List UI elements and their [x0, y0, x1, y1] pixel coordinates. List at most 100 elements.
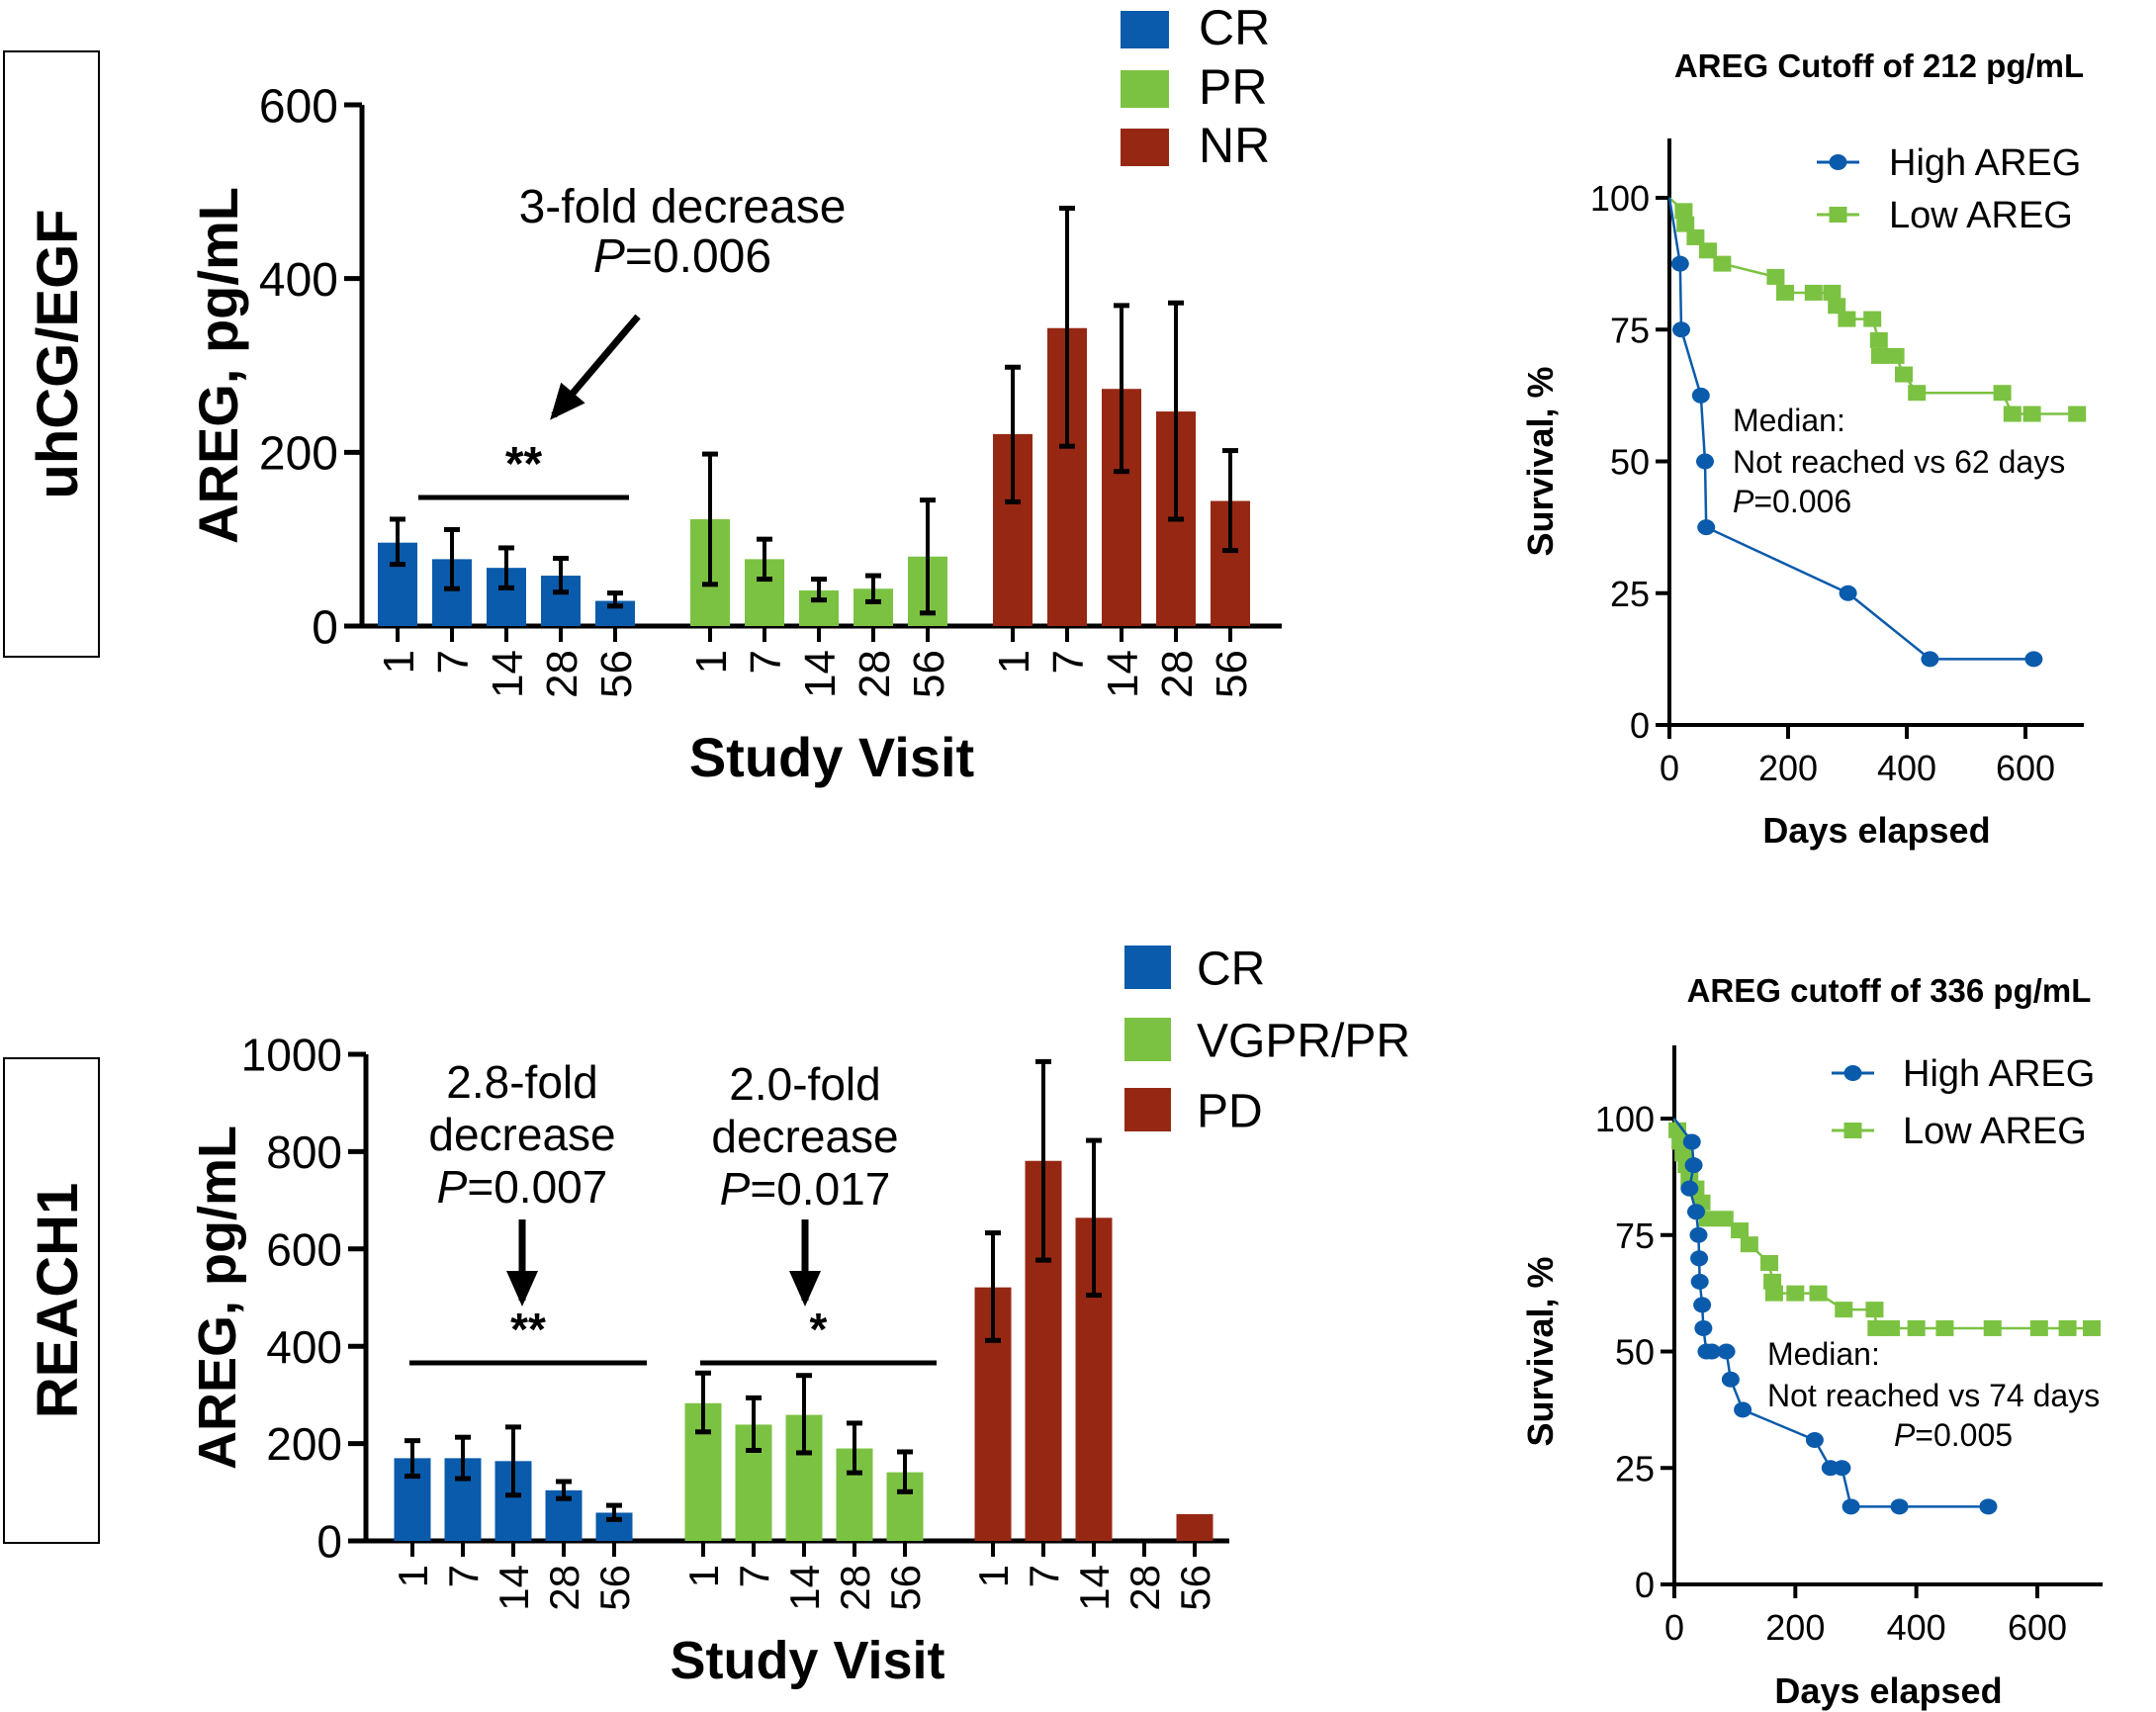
data-point-low-areg: [1895, 366, 1913, 383]
data-point-low-areg: [1699, 242, 1717, 259]
data-point-low-areg: [2029, 1319, 2048, 1336]
data-point-low-areg: [1764, 1285, 1783, 1302]
arrow-head: [789, 1271, 821, 1307]
annotation-text: 2.0-fold: [729, 1058, 880, 1110]
data-point-high-areg: [1842, 1498, 1860, 1515]
data-point-low-areg: [1993, 385, 2012, 402]
legend-marker-circle: [1843, 1065, 1862, 1081]
median-annotation: P=0.005: [1894, 1417, 2013, 1453]
data-point-high-areg: [1687, 1204, 1706, 1220]
median-annotation: P=0.006: [1733, 484, 1851, 519]
data-point-high-areg: [1684, 1157, 1703, 1174]
y-tick-label: 100: [1595, 1099, 1655, 1139]
y-tick-label: 0: [312, 601, 338, 654]
data-point-low-areg: [1828, 298, 1846, 315]
data-point-low-areg: [1674, 203, 1693, 220]
x-tick-label: 56: [1172, 1565, 1218, 1611]
y-tick-label: 400: [266, 1321, 342, 1373]
median-annotation: Median:: [1767, 1336, 1880, 1372]
panel-label-text: REACH1: [26, 1183, 90, 1419]
legend-swatch: [1121, 129, 1169, 166]
significance-stars: *: [810, 1304, 828, 1355]
x-tick-label: 1: [375, 650, 423, 674]
legend-swatch: [1124, 1088, 1171, 1131]
legend-marker-square: [1829, 207, 1847, 223]
x-tick-label: 0: [1660, 748, 1679, 788]
x-tick-label: 56: [591, 1565, 638, 1611]
y-tick-label: 100: [1590, 178, 1650, 219]
data-point-low-areg: [1715, 1211, 1734, 1227]
annotation-text: P=0.006: [593, 230, 771, 283]
data-point-low-areg: [1886, 347, 1905, 364]
x-tick-label: 7: [440, 1565, 487, 1587]
data-point-low-areg: [1835, 1302, 1853, 1318]
km-chart-reach1: AREG cutoff of 336 pg/mL 0 25 50 75 100 0 200 40…: [1520, 972, 2103, 1711]
x-tick-label: 14: [491, 1565, 537, 1611]
data-point-high-areg: [1690, 1273, 1709, 1290]
x-tick-label: 56: [905, 650, 953, 698]
legend-label: VGPR/PR: [1197, 1016, 1410, 1068]
data-point-high-areg: [1721, 1371, 1740, 1388]
data-point-low-areg: [1865, 1302, 1884, 1318]
x-tick-label: 28: [851, 650, 899, 698]
x-tick-label: 14: [781, 1565, 828, 1611]
data-point-high-areg: [1890, 1498, 1909, 1515]
annotation-text: 2.8-fold: [446, 1056, 597, 1108]
legend-label: NR: [1199, 118, 1270, 173]
data-point-high-areg: [2024, 651, 2043, 668]
y-axis-label: AREG, pg/mL: [188, 1126, 247, 1470]
data-point-high-areg: [1839, 585, 1857, 601]
data-point-high-areg: [1680, 1180, 1699, 1197]
data-point-low-areg: [1804, 284, 1823, 301]
data-point-low-areg: [1908, 385, 1927, 402]
x-tick-label: 200: [1765, 1607, 1825, 1648]
x-tick-label: 56: [882, 1565, 929, 1611]
panel-label-uhcg: uhCG/EGF: [3, 50, 100, 658]
data-point-low-areg: [1823, 284, 1842, 301]
panel-label-reach1: REACH1: [3, 1057, 100, 1544]
x-tick-label: 7: [1044, 650, 1093, 674]
legend-label: Low AREG: [1889, 195, 2073, 236]
legend-label: High AREG: [1903, 1053, 2095, 1095]
data-point-high-areg: [1697, 519, 1716, 536]
annotation-text: decrease: [711, 1111, 898, 1162]
x-tick-label: 14: [796, 650, 845, 698]
annotation-text: P=0.007: [437, 1161, 608, 1213]
median-annotation: Median:: [1733, 403, 1845, 438]
chart-title: AREG cutoff of 336 pg/mL: [1687, 972, 2092, 1009]
data-point-high-areg: [1672, 321, 1690, 338]
data-point-low-areg: [1676, 216, 1695, 232]
legend-label: CR: [1197, 944, 1265, 996]
data-point-high-areg: [1693, 1297, 1712, 1313]
significance-stars: **: [510, 1304, 546, 1355]
data-point-low-areg: [2083, 1319, 2102, 1336]
data-point-high-areg: [1979, 1498, 1998, 1515]
data-point-low-areg: [1871, 347, 1889, 364]
y-tick-label: 25: [1610, 574, 1650, 614]
data-point-low-areg: [1776, 284, 1794, 301]
median-annotation: Not reached vs 74 days: [1767, 1378, 2100, 1413]
y-axis-label: Survival, %: [1520, 1256, 1561, 1446]
data-point-low-areg: [1713, 255, 1732, 272]
y-tick-label: 50: [1615, 1332, 1655, 1373]
legend-marker-square: [1843, 1123, 1862, 1138]
significance-stars: **: [505, 438, 543, 491]
data-point-high-areg: [1689, 1226, 1708, 1243]
legend-label: PR: [1199, 59, 1267, 115]
x-axis-label: Study Visit: [689, 726, 974, 788]
legend-label: CR: [1199, 0, 1270, 55]
x-tick-label: 14: [1071, 1565, 1118, 1611]
y-tick-label: 0: [316, 1516, 342, 1568]
legend-swatch: [1124, 946, 1171, 989]
data-point-low-areg: [1766, 268, 1785, 285]
x-tick-label: 7: [731, 1565, 777, 1587]
data-point-low-areg: [1686, 228, 1705, 245]
x-tick-label: 1: [687, 650, 736, 674]
x-tick-label: 14: [484, 650, 532, 698]
data-point-high-areg: [1805, 1431, 1824, 1448]
y-tick-label: 75: [1610, 310, 1650, 350]
data-point-low-areg: [1869, 331, 1888, 348]
data-point-high-areg: [1702, 1343, 1721, 1360]
y-tick-label: 0: [1635, 1565, 1655, 1605]
